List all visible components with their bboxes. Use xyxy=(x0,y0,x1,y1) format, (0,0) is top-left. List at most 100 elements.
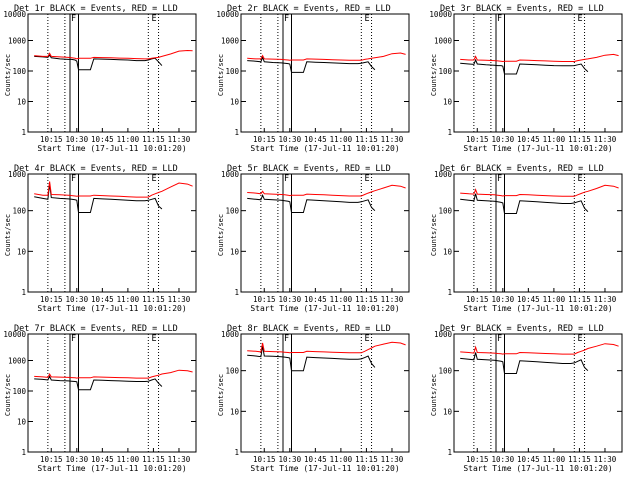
plot-frame xyxy=(27,13,197,133)
plot-frame xyxy=(27,333,197,453)
chart-panel-9: Det 9r BLACK = Events, RED = LLD 1 10 100 10… xyxy=(430,324,623,473)
y-tick-label: 100 xyxy=(438,207,452,216)
flare-marker-label: F xyxy=(71,14,76,24)
x-tick-label: 11:30 xyxy=(594,135,617,144)
chart-panel-3: Det 3r BLACK = Events, RED = LLD 1 10 100 10… xyxy=(429,4,623,153)
y-tick-label: 1 xyxy=(21,128,26,137)
plot-frame xyxy=(240,333,410,453)
x-tick-label: 10:15 xyxy=(253,295,276,304)
y-tick-label: 10000 xyxy=(3,10,26,19)
events-series-line xyxy=(460,352,589,374)
lld-series-line xyxy=(34,49,193,60)
x-tick-label: 10:45 xyxy=(91,295,114,304)
y-tick-label: 10 xyxy=(443,407,453,416)
x-tick-label: 10:15 xyxy=(253,135,276,144)
x-tick-label: 10:30 xyxy=(66,135,89,144)
y-tick-label: 100 xyxy=(438,67,452,76)
plot-frame xyxy=(453,333,623,453)
y-axis-label: Counts/sec xyxy=(430,214,438,256)
lld-series-line xyxy=(34,181,193,198)
lld-series-line xyxy=(34,369,193,379)
y-tick-label: 1000 xyxy=(8,170,27,179)
end-marker-label: E xyxy=(152,14,157,24)
panel-title: Det 1r BLACK = Events, RED = LLD xyxy=(14,4,178,14)
x-tick-label: 10:15 xyxy=(40,135,63,144)
flare-marker-label: F xyxy=(284,14,289,24)
y-axis-label: Counts/sec xyxy=(4,54,12,96)
x-tick-label: 10:45 xyxy=(517,455,540,464)
y-tick-label: 1 xyxy=(447,448,452,457)
end-marker-label: E xyxy=(152,334,157,344)
x-tick-label: 11:00 xyxy=(543,295,566,304)
plot-frame xyxy=(453,13,623,133)
y-tick-label: 1 xyxy=(447,288,452,297)
x-tick-label: 10:15 xyxy=(466,295,489,304)
x-tick-label: 11:30 xyxy=(168,455,191,464)
y-axis-label: Counts/sec xyxy=(217,374,225,416)
lld-series-line xyxy=(460,343,619,355)
x-tick-label: 10:30 xyxy=(66,295,89,304)
y-tick-label: 10000 xyxy=(3,330,26,339)
y-tick-label: 10000 xyxy=(429,10,452,19)
events-series-line xyxy=(460,58,589,75)
x-tick-label: 10:30 xyxy=(492,295,515,304)
flare-marker-label: F xyxy=(71,174,76,184)
chart-panel-5: Det 5r BLACK = Events, RED = LLD 1 10 100 10… xyxy=(217,164,410,313)
y-tick-label: 1000 xyxy=(221,330,240,339)
events-series-line xyxy=(34,375,163,391)
chart-panel-1: Det 1r BLACK = Events, RED = LLD 1 10 100 10… xyxy=(3,4,197,153)
x-tick-label: 10:45 xyxy=(91,135,114,144)
x-tick-label: 11:15 xyxy=(142,135,165,144)
y-tick-label: 100 xyxy=(225,67,239,76)
panel-title: Det 5r BLACK = Events, RED = LLD xyxy=(227,164,391,174)
end-marker-label: E xyxy=(365,334,370,344)
y-tick-label: 10 xyxy=(230,247,240,256)
x-tick-label: 11:15 xyxy=(355,135,378,144)
events-series-line xyxy=(247,193,376,213)
x-tick-label: 10:15 xyxy=(466,455,489,464)
x-tick-label: 11:15 xyxy=(568,135,591,144)
x-tick-label: 10:45 xyxy=(91,455,114,464)
x-tick-label: 10:45 xyxy=(304,135,327,144)
plot-frame xyxy=(240,173,410,293)
y-tick-label: 1000 xyxy=(8,357,27,366)
flare-marker-label: F xyxy=(497,334,502,344)
end-marker-label: E xyxy=(365,174,370,184)
x-tick-label: 11:15 xyxy=(142,295,165,304)
x-tick-label: 10:45 xyxy=(304,295,327,304)
x-tick-label: 10:15 xyxy=(466,135,489,144)
y-tick-label: 10 xyxy=(17,98,27,107)
x-tick-label: 11:00 xyxy=(117,135,140,144)
y-tick-label: 1 xyxy=(21,288,26,297)
x-axis-label: Start Time (17-Jul-11 10:01:20) xyxy=(463,464,612,473)
x-tick-label: 11:30 xyxy=(381,135,404,144)
x-tick-label: 10:45 xyxy=(517,135,540,144)
x-axis-label: Start Time (17-Jul-11 10:01:20) xyxy=(37,144,186,153)
y-tick-label: 10 xyxy=(230,98,240,107)
x-tick-label: 10:30 xyxy=(66,455,89,464)
x-tick-label: 11:30 xyxy=(594,455,617,464)
end-marker-label: E xyxy=(365,14,370,24)
lld-series-line xyxy=(247,341,406,354)
x-tick-label: 11:30 xyxy=(168,295,191,304)
panel-title: Det 3r BLACK = Events, RED = LLD xyxy=(440,4,604,14)
x-tick-label: 10:45 xyxy=(517,295,540,304)
y-tick-label: 1000 xyxy=(221,37,240,46)
x-tick-label: 10:30 xyxy=(279,135,302,144)
y-tick-label: 10 xyxy=(230,407,240,416)
end-marker-label: E xyxy=(578,14,583,24)
lld-series-line xyxy=(460,184,619,197)
events-series-line xyxy=(247,56,376,73)
x-axis-label: Start Time (17-Jul-11 10:01:20) xyxy=(250,144,399,153)
y-tick-label: 1 xyxy=(234,448,239,457)
x-tick-label: 11:00 xyxy=(117,455,140,464)
x-tick-label: 11:00 xyxy=(330,455,353,464)
chart-panel-4: Det 4r BLACK = Events, RED = LLD 1 10 100 10… xyxy=(4,164,197,313)
plot-frame xyxy=(453,173,623,293)
y-axis-label: Counts/sec xyxy=(4,374,12,416)
lld-series-line xyxy=(247,184,406,197)
x-tick-label: 11:15 xyxy=(568,455,591,464)
x-tick-label: 11:30 xyxy=(381,455,404,464)
x-tick-label: 11:15 xyxy=(355,455,378,464)
x-tick-label: 11:15 xyxy=(355,295,378,304)
